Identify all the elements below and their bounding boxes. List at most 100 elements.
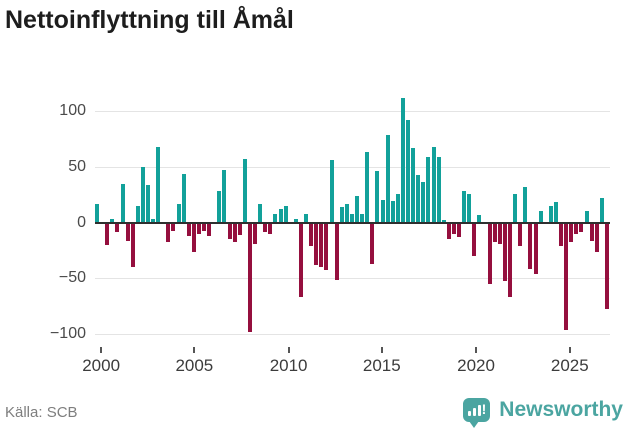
bar (599, 198, 604, 223)
bar (293, 219, 298, 223)
bar (528, 223, 533, 270)
bar (140, 166, 145, 223)
bar (559, 223, 563, 246)
bar (604, 223, 609, 310)
bar (564, 223, 569, 331)
bar (339, 206, 344, 223)
bar (421, 182, 426, 223)
bar (268, 223, 273, 234)
bar (232, 223, 237, 243)
bar (395, 193, 400, 223)
bar (457, 223, 462, 237)
bar (227, 223, 232, 240)
newsworthy-chart-bubble-icon: ! (463, 398, 491, 428)
bar (130, 223, 135, 267)
zero-axis-line (95, 221, 610, 224)
bar (95, 203, 99, 223)
bar (278, 209, 283, 223)
x-axis-tick-label: 2010 (269, 356, 308, 375)
bar (411, 147, 416, 223)
bar (584, 211, 589, 223)
chart-plot-area (95, 90, 610, 345)
y-axis-tick-label: 100 (59, 102, 86, 120)
gridline (95, 166, 610, 168)
bar (237, 223, 242, 235)
bar (462, 191, 467, 223)
x-axis-tick-label: 2015 (362, 356, 401, 375)
x-axis-tick (193, 347, 196, 353)
bar (329, 160, 334, 223)
y-axis-tick-label: 0 (77, 213, 86, 231)
bar (390, 201, 395, 223)
bar (502, 223, 507, 282)
bar (431, 146, 436, 223)
bar (548, 205, 553, 223)
page-title: Nettoinflyttning till Åmål (5, 6, 294, 34)
bar (569, 223, 574, 243)
bar (135, 205, 140, 223)
bar (487, 223, 492, 284)
bar (533, 223, 538, 274)
bar (467, 193, 472, 223)
x-axis-tick (475, 347, 478, 353)
bar (247, 223, 252, 332)
bar (513, 193, 518, 223)
bar (574, 223, 579, 234)
bar (156, 146, 161, 223)
bar (110, 219, 115, 223)
bar (523, 186, 528, 223)
bar (309, 223, 314, 246)
bar (242, 159, 247, 223)
bar (355, 195, 360, 223)
y-axis-tick-label: 50 (68, 157, 86, 175)
gridline (95, 278, 610, 280)
x-axis-tick-label: 2005 (175, 356, 214, 375)
bar (298, 223, 303, 297)
bar (426, 156, 431, 223)
bar (349, 213, 354, 223)
gridline (95, 111, 610, 113)
bar (207, 223, 212, 236)
x-axis-tick (100, 347, 103, 353)
bar (594, 223, 599, 253)
bar (375, 171, 380, 223)
bar (360, 213, 365, 223)
x-axis-tick-label: 2025 (550, 356, 589, 375)
bar (518, 223, 523, 246)
y-axis-tick-label: −100 (49, 324, 86, 342)
bar (319, 223, 324, 267)
gridline (95, 333, 610, 335)
bar (451, 223, 456, 234)
bar (589, 223, 594, 242)
bar (324, 223, 329, 271)
newsworthy-logo: ! Newsworthy (463, 398, 623, 428)
bar (151, 219, 156, 223)
bar (196, 223, 201, 234)
bar (497, 223, 502, 244)
bar (273, 213, 278, 223)
bar (166, 223, 171, 243)
bar (508, 223, 513, 297)
bar (105, 223, 110, 245)
bar (436, 156, 441, 223)
bar (253, 223, 258, 244)
bar (120, 183, 125, 223)
bar (176, 203, 181, 223)
x-axis-tick (568, 347, 571, 353)
bar (304, 213, 309, 223)
bar (191, 223, 196, 253)
bar (222, 170, 227, 223)
source-note: Källa: SCB (5, 404, 78, 421)
bar (579, 223, 584, 233)
x-axis-tick-label: 2020 (457, 356, 495, 375)
bar (370, 223, 375, 264)
bar (538, 211, 543, 223)
bar (416, 174, 421, 223)
bar (344, 203, 349, 223)
x-axis-tick (380, 347, 383, 353)
bar (125, 223, 130, 242)
bar (406, 120, 411, 223)
bar (553, 202, 558, 223)
bar (400, 97, 405, 223)
bar (441, 220, 446, 223)
